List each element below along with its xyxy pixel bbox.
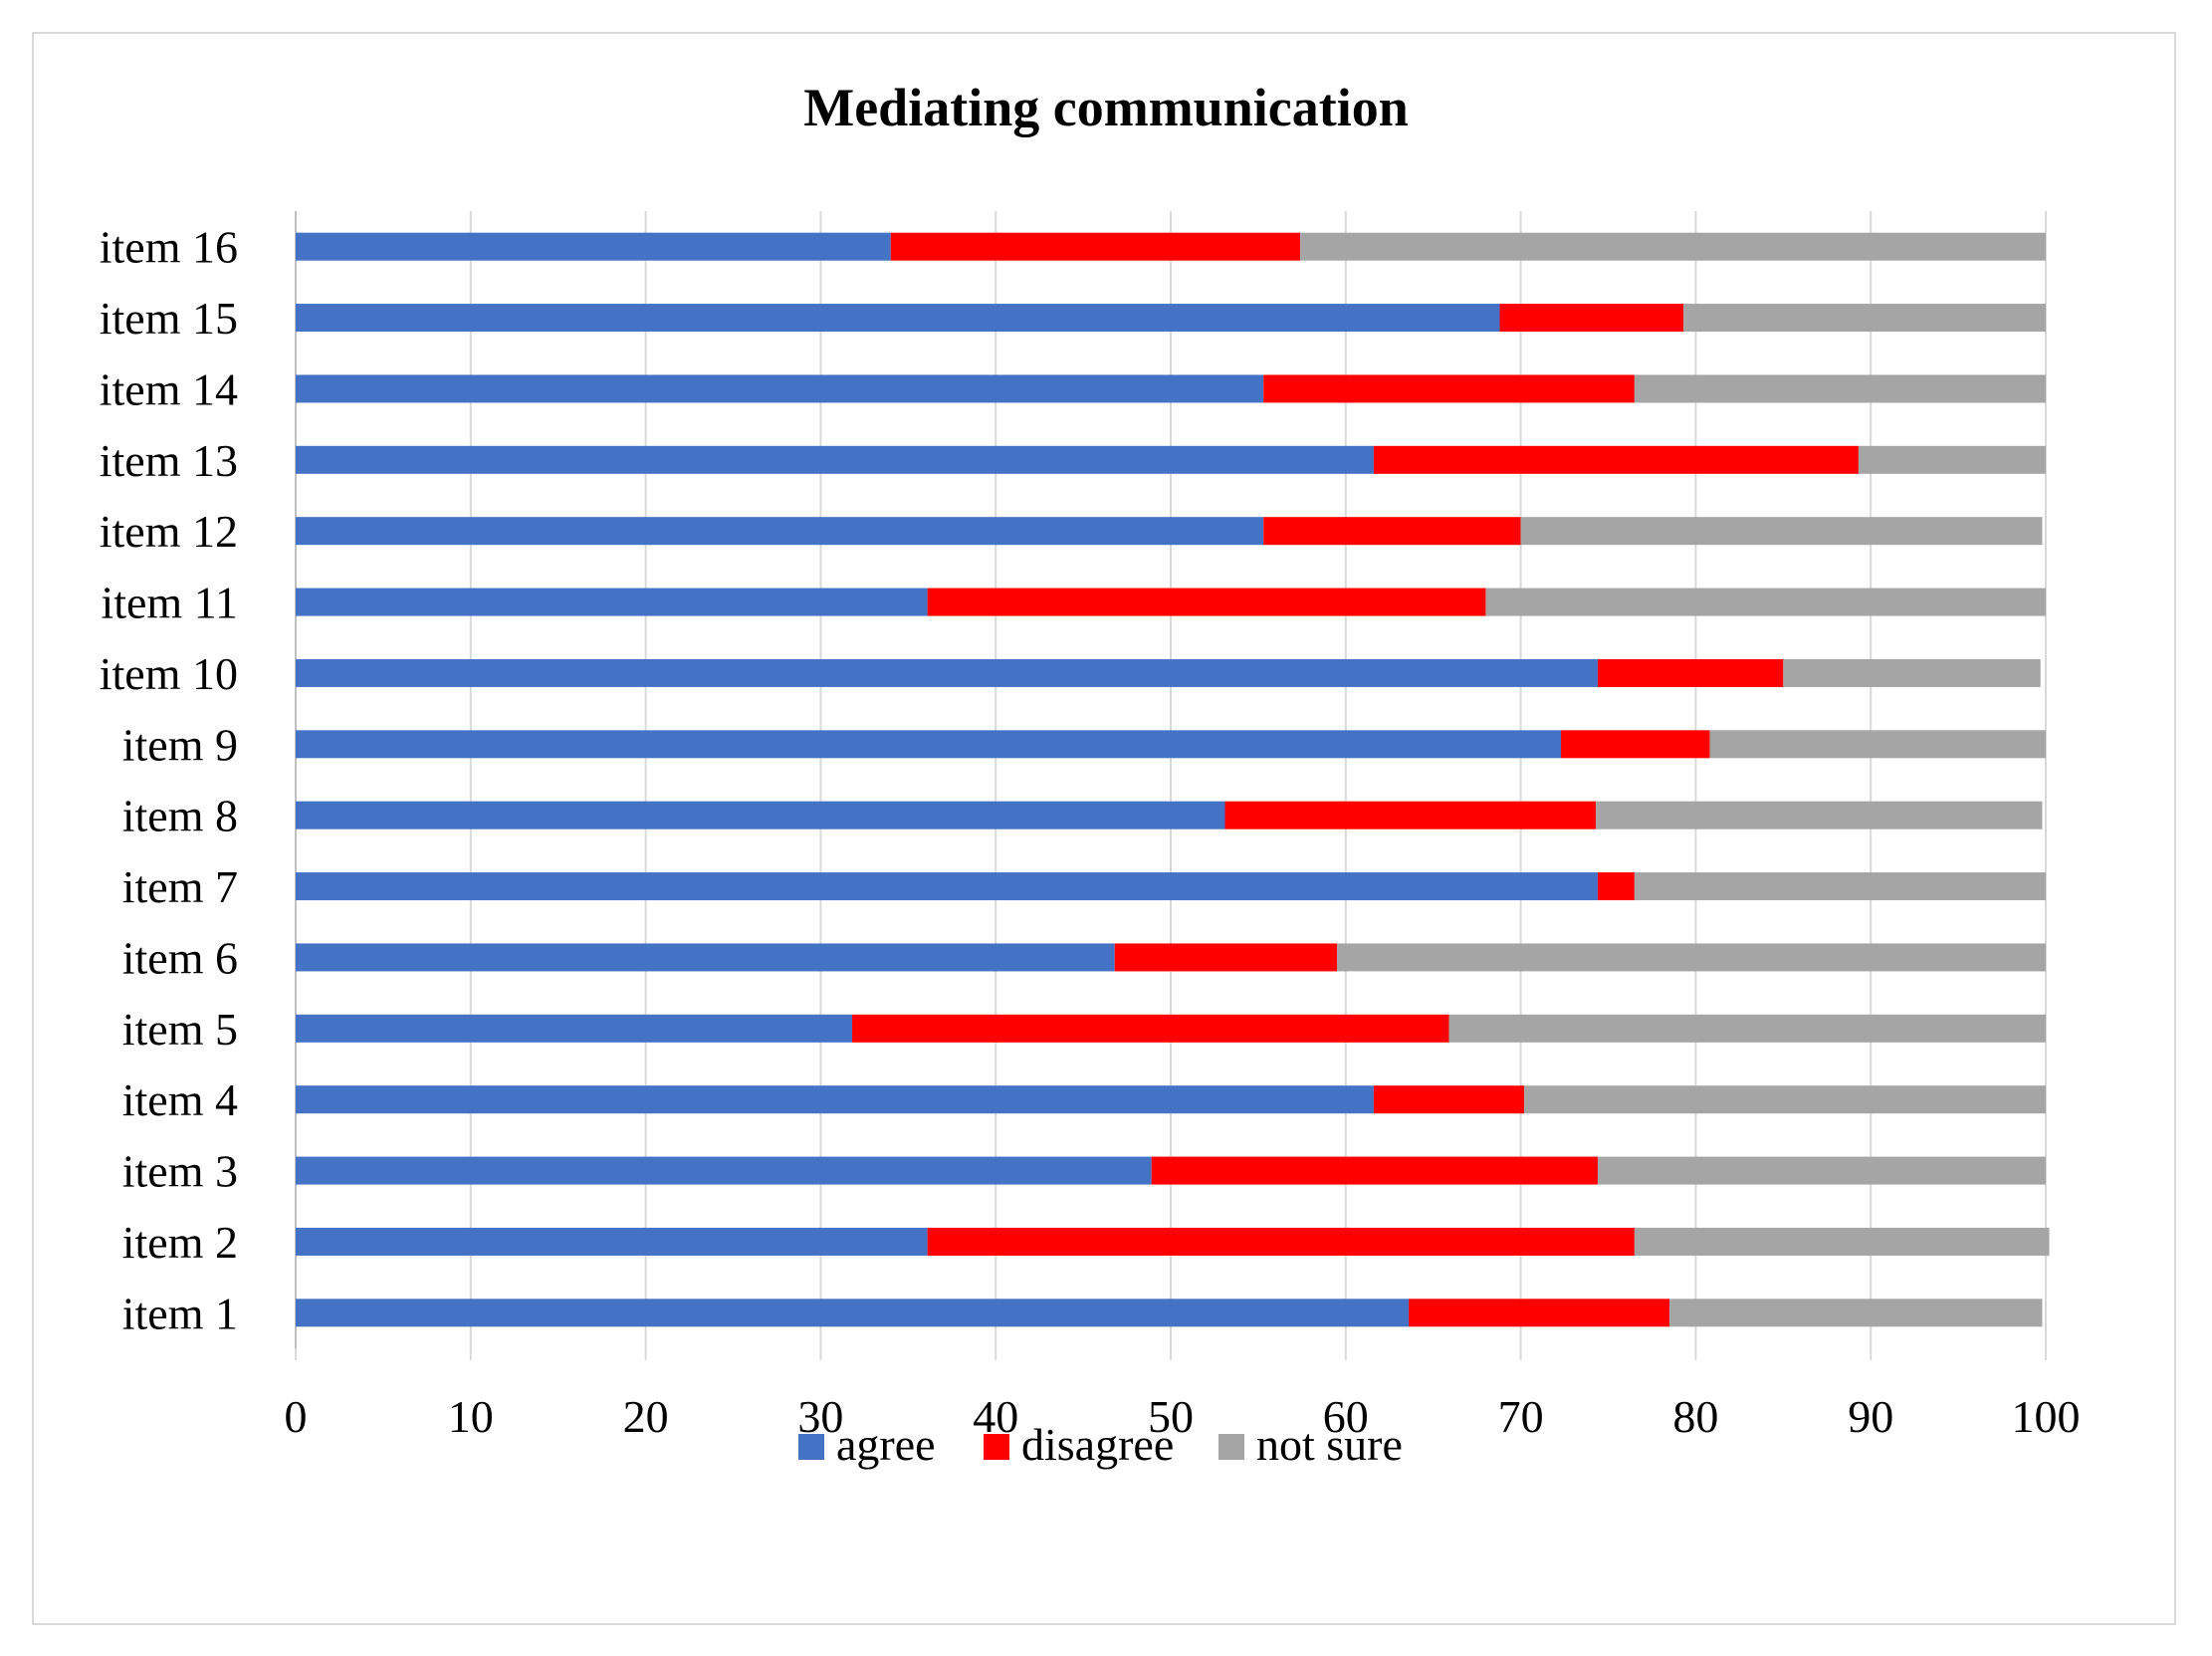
x-tick-label: 20 <box>623 1391 669 1442</box>
bar-agree-item-2 <box>296 1227 928 1256</box>
x-tick-label: 80 <box>1672 1391 1718 1442</box>
legend: agree disagree not sure <box>798 1419 1403 1470</box>
bar-disagree-item-14 <box>1263 374 1635 403</box>
bar-disagree-item-11 <box>927 588 1486 616</box>
bar-agree-item-11 <box>296 588 928 616</box>
category-label: item 11 <box>101 578 238 628</box>
legend-label: agree <box>836 1419 936 1470</box>
bar-agree-item-15 <box>296 304 1500 333</box>
category-label: item 13 <box>100 435 238 486</box>
bar-not-sure-item-3 <box>1597 1156 2046 1185</box>
bar-not-sure-item-16 <box>1300 232 2046 261</box>
category-label: item 16 <box>100 222 238 273</box>
bar-not-sure-item-14 <box>1634 374 2046 403</box>
category-label: item 12 <box>100 506 238 557</box>
bar-not-sure-item-1 <box>1669 1299 2043 1327</box>
x-tick-label: 60 <box>1323 1391 1369 1442</box>
chart-title: Mediating communication <box>803 78 1408 137</box>
category-label: item 15 <box>100 293 238 344</box>
bar-not-sure-item-5 <box>1448 1014 2046 1043</box>
x-tick-label: 50 <box>1148 1391 1194 1442</box>
bar-not-sure-item-4 <box>1524 1085 2046 1114</box>
bar-disagree-item-7 <box>1597 872 1635 901</box>
bar-not-sure-item-12 <box>1520 517 2043 546</box>
bar-disagree-item-1 <box>1409 1299 1670 1327</box>
bar-agree-item-4 <box>296 1085 1374 1114</box>
bar-disagree-item-15 <box>1499 304 1684 333</box>
bar-agree-item-6 <box>296 943 1115 972</box>
bar-agree-item-3 <box>296 1156 1152 1185</box>
chart-frame: Mediating communication item 1 item 2 item… <box>32 32 2176 1625</box>
bars <box>296 232 2050 1327</box>
bar-not-sure-item-8 <box>1596 801 2043 829</box>
bar-agree-item-5 <box>296 1014 853 1043</box>
legend-swatch <box>798 1434 824 1460</box>
legend-swatch <box>1218 1434 1244 1460</box>
bar-agree-item-8 <box>296 801 1225 829</box>
bar-disagree-item-12 <box>1263 517 1521 546</box>
bar-agree-item-10 <box>296 658 1598 687</box>
bar-not-sure-item-11 <box>1485 588 2046 616</box>
bar-disagree-item-10 <box>1597 658 1784 687</box>
bar-disagree-item-6 <box>1114 943 1338 972</box>
bar-not-sure-item-15 <box>1683 304 2046 333</box>
category-label: item 5 <box>122 1004 238 1055</box>
category-label: item 6 <box>122 932 238 983</box>
bar-not-sure-item-10 <box>1783 658 2041 687</box>
category-label: item 1 <box>122 1288 238 1338</box>
x-tick-labels: 0 10 20 30 40 50 60 70 80 90 100 <box>285 1391 2081 1442</box>
x-tick-label: 30 <box>797 1391 843 1442</box>
legend-swatch <box>984 1434 1009 1460</box>
bar-disagree-item-13 <box>1373 445 1859 474</box>
category-label: item 8 <box>122 791 238 841</box>
x-tick-label: 70 <box>1498 1391 1544 1442</box>
category-label: item 2 <box>122 1217 238 1268</box>
x-tick-label: 0 <box>285 1391 308 1442</box>
bar-agree-item-13 <box>296 445 1374 474</box>
legend-label: disagree <box>1021 1419 1174 1470</box>
bar-disagree-item-9 <box>1561 730 1710 759</box>
bar-disagree-item-2 <box>927 1227 1635 1256</box>
category-label: item 10 <box>100 648 238 699</box>
bar-disagree-item-3 <box>1151 1156 1598 1185</box>
bar-agree-item-7 <box>296 872 1598 901</box>
bar-disagree-item-8 <box>1224 801 1597 829</box>
bar-agree-item-12 <box>296 517 1264 546</box>
category-label: item 14 <box>100 363 238 414</box>
bar-not-sure-item-6 <box>1337 943 2046 972</box>
bar-disagree-item-16 <box>890 232 1301 261</box>
bar-not-sure-item-2 <box>1634 1227 2050 1256</box>
x-tick-label: 40 <box>973 1391 1018 1442</box>
x-tick-label: 90 <box>1848 1391 1893 1442</box>
legend-label: not sure <box>1256 1419 1403 1470</box>
category-label: item 4 <box>122 1074 238 1125</box>
bar-agree-item-9 <box>296 730 1562 759</box>
bar-disagree-item-4 <box>1373 1085 1525 1114</box>
category-labels: item 1 item 2 item 3 item 4 item 5 item 6 item… <box>100 222 238 1339</box>
bar-disagree-item-5 <box>852 1014 1449 1043</box>
legend-entry-disagree: disagree <box>984 1419 1174 1470</box>
category-label: item 3 <box>122 1146 238 1197</box>
category-label: item 7 <box>122 861 238 912</box>
bar-not-sure-item-13 <box>1858 445 2046 474</box>
bar-agree-item-16 <box>296 232 891 261</box>
x-tick-label: 100 <box>2012 1391 2081 1442</box>
bar-agree-item-1 <box>296 1299 1410 1327</box>
x-tick-label: 10 <box>448 1391 494 1442</box>
bar-agree-item-14 <box>296 374 1264 403</box>
legend-entry-not-sure: not sure <box>1218 1419 1403 1470</box>
bar-not-sure-item-7 <box>1634 872 2046 901</box>
legend-entry-agree: agree <box>798 1419 936 1470</box>
bar-not-sure-item-9 <box>1709 730 2046 759</box>
category-label: item 9 <box>122 719 238 770</box>
